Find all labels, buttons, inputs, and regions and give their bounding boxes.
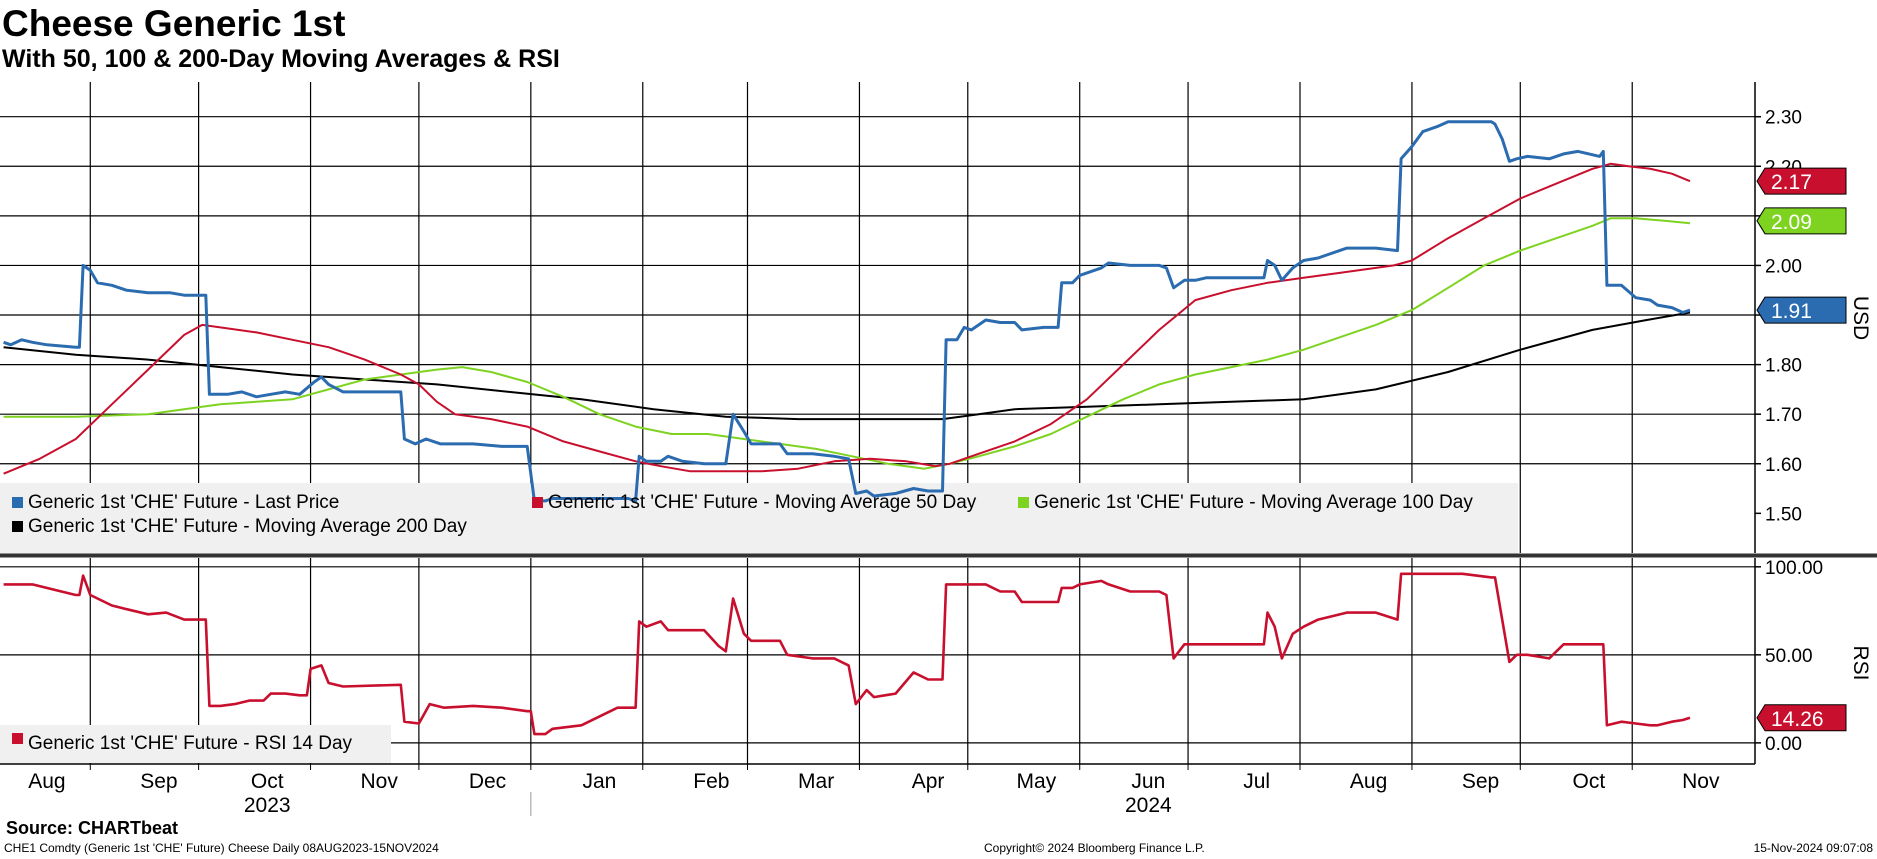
last-value-tag-ma100: 2.09 bbox=[1756, 207, 1847, 235]
rsi-legend-box bbox=[0, 725, 391, 763]
timestamp-note: 15-Nov-2024 09:07:08 bbox=[1753, 841, 1873, 855]
series-line-generic-1st-che-future-moving-average-100-day bbox=[3, 217, 1691, 470]
ticker-note: CHE1 Comdty (Generic 1st 'CHE' Future) C… bbox=[4, 841, 439, 855]
last-value-tag-ma50: 2.17 bbox=[1756, 167, 1847, 195]
legend-label-generic-1st-che-future-moving-average-50-day: Generic 1st 'CHE' Future - Moving Averag… bbox=[548, 492, 977, 513]
rsi-y-tick-label: 100.00 bbox=[1765, 558, 1823, 579]
x-month-label: Aug bbox=[1350, 770, 1387, 793]
rsi-y-tick-label: 50.00 bbox=[1765, 646, 1813, 667]
last-value-tag-last-price-box bbox=[1756, 296, 1847, 324]
x-month-label: Sep bbox=[1462, 770, 1499, 793]
series-line-generic-1st-che-future-last-price bbox=[3, 120, 1691, 503]
legend-label-generic-1st-che-future-rsi-14-day: Generic 1st 'CHE' Future - RSI 14 Day bbox=[28, 733, 353, 754]
x-month-label: Oct bbox=[251, 770, 284, 793]
price-y-tick-label: 1.60 bbox=[1765, 455, 1802, 476]
price-y-tick-label: 1.80 bbox=[1765, 356, 1802, 377]
last-value-tag-ma50-label: 2.17 bbox=[1771, 171, 1812, 194]
last-value-tag-rsi-box bbox=[1756, 704, 1847, 732]
grid-lines bbox=[0, 82, 1755, 764]
last-value-tag-rsi-label: 14.26 bbox=[1771, 708, 1824, 731]
price-y-tick-label: 2.30 bbox=[1765, 108, 1802, 129]
x-month-label: Mar bbox=[798, 770, 834, 793]
x-month-label: Dec bbox=[469, 770, 506, 793]
price-y-tick-label: 2.00 bbox=[1765, 256, 1802, 277]
last-value-tag-ma50-box bbox=[1756, 167, 1847, 195]
rsi-y-axis-title: RSI bbox=[1849, 645, 1872, 680]
price-legend-box bbox=[0, 483, 1518, 554]
legend-label-generic-1st-che-future-last-price: Generic 1st 'CHE' Future - Last Price bbox=[28, 492, 339, 513]
legend-label-generic-1st-che-future-moving-average-100-day: Generic 1st 'CHE' Future - Moving Averag… bbox=[1034, 492, 1473, 513]
source-note: Source: CHARTbeat bbox=[6, 818, 179, 838]
axes: 1.501.601.701.801.902.002.102.202.300.00… bbox=[0, 82, 1877, 817]
last-value-tag-last-price: 1.91 bbox=[1756, 296, 1847, 324]
x-month-label: Oct bbox=[1573, 770, 1606, 793]
legend-label-generic-1st-che-future-moving-average-200-day: Generic 1st 'CHE' Future - Moving Averag… bbox=[28, 516, 467, 537]
chart-title: Cheese Generic 1st bbox=[2, 3, 346, 44]
chart-subtitle: With 50, 100 & 200-Day Moving Averages &… bbox=[2, 45, 560, 73]
series-line-generic-1st-che-future-moving-average-200-day bbox=[3, 311, 1691, 421]
x-month-label: May bbox=[1017, 770, 1057, 793]
series-line-generic-1st-che-future-rsi-14-day bbox=[3, 572, 1691, 736]
last-value-tag-ma100-label: 2.09 bbox=[1771, 211, 1812, 234]
x-month-label: Apr bbox=[912, 770, 945, 793]
legend-swatch-generic-1st-che-future-last-price bbox=[12, 497, 23, 508]
last-value-tag-ma100-box bbox=[1756, 207, 1847, 235]
price-legend-background bbox=[0, 483, 1518, 554]
x-month-label: Jun bbox=[1131, 770, 1165, 793]
price-y-tick-label: 1.70 bbox=[1765, 405, 1802, 426]
x-year-label: 2023 bbox=[244, 794, 291, 817]
x-year-label: 2024 bbox=[1125, 794, 1172, 817]
legend-swatch-generic-1st-che-future-moving-average-50-day bbox=[532, 497, 543, 508]
legend-swatch-generic-1st-che-future-rsi-14-day bbox=[12, 733, 23, 744]
price-y-tick-label: 1.50 bbox=[1765, 504, 1802, 525]
series-line-generic-1st-che-future-moving-average-50-day bbox=[3, 162, 1691, 475]
last-value-tag-rsi: 14.26 bbox=[1756, 704, 1847, 732]
x-month-label: Jul bbox=[1243, 770, 1270, 793]
x-month-label: Nov bbox=[360, 770, 398, 793]
x-month-label: Jan bbox=[583, 770, 617, 793]
x-month-label: Sep bbox=[140, 770, 177, 793]
legend-swatch-generic-1st-che-future-moving-average-100-day bbox=[1018, 497, 1029, 508]
price-y-axis-title: USD bbox=[1849, 296, 1872, 340]
series-lines bbox=[3, 120, 1691, 736]
x-month-label: Feb bbox=[693, 770, 729, 793]
legend-swatch-generic-1st-che-future-moving-average-200-day bbox=[12, 521, 23, 532]
x-month-label: Aug bbox=[28, 770, 65, 793]
legends: Generic 1st 'CHE' Future - Last Price Gen… bbox=[0, 492, 1473, 763]
rsi-y-tick-label: 0.00 bbox=[1765, 734, 1802, 755]
last-value-tag-last-price-label: 1.91 bbox=[1771, 300, 1812, 323]
copyright-note: Copyright© 2024 Bloomberg Finance L.P. bbox=[984, 841, 1205, 855]
x-month-label: Nov bbox=[1682, 770, 1720, 793]
